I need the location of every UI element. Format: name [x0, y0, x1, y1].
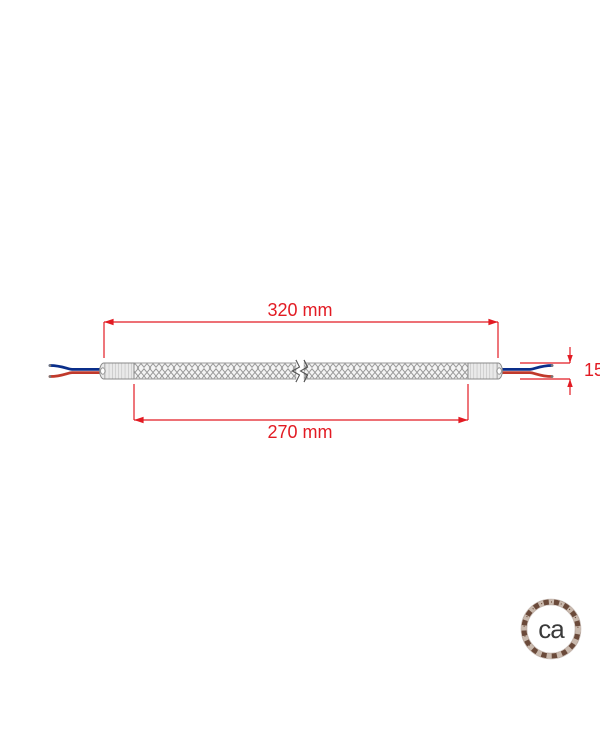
diagram-svg: 320 mm 270 mm 15: [0, 0, 600, 745]
dimension-label: 270 mm: [267, 422, 332, 442]
technical-diagram: 320 mm 270 mm 15: [0, 0, 600, 745]
dimension-label: 15: [584, 360, 600, 380]
dimension-label: 320 mm: [267, 300, 332, 320]
brand-logo: ca: [520, 598, 582, 660]
cable-assembly: [49, 360, 554, 382]
logo-text-glyph: ca: [538, 614, 565, 644]
